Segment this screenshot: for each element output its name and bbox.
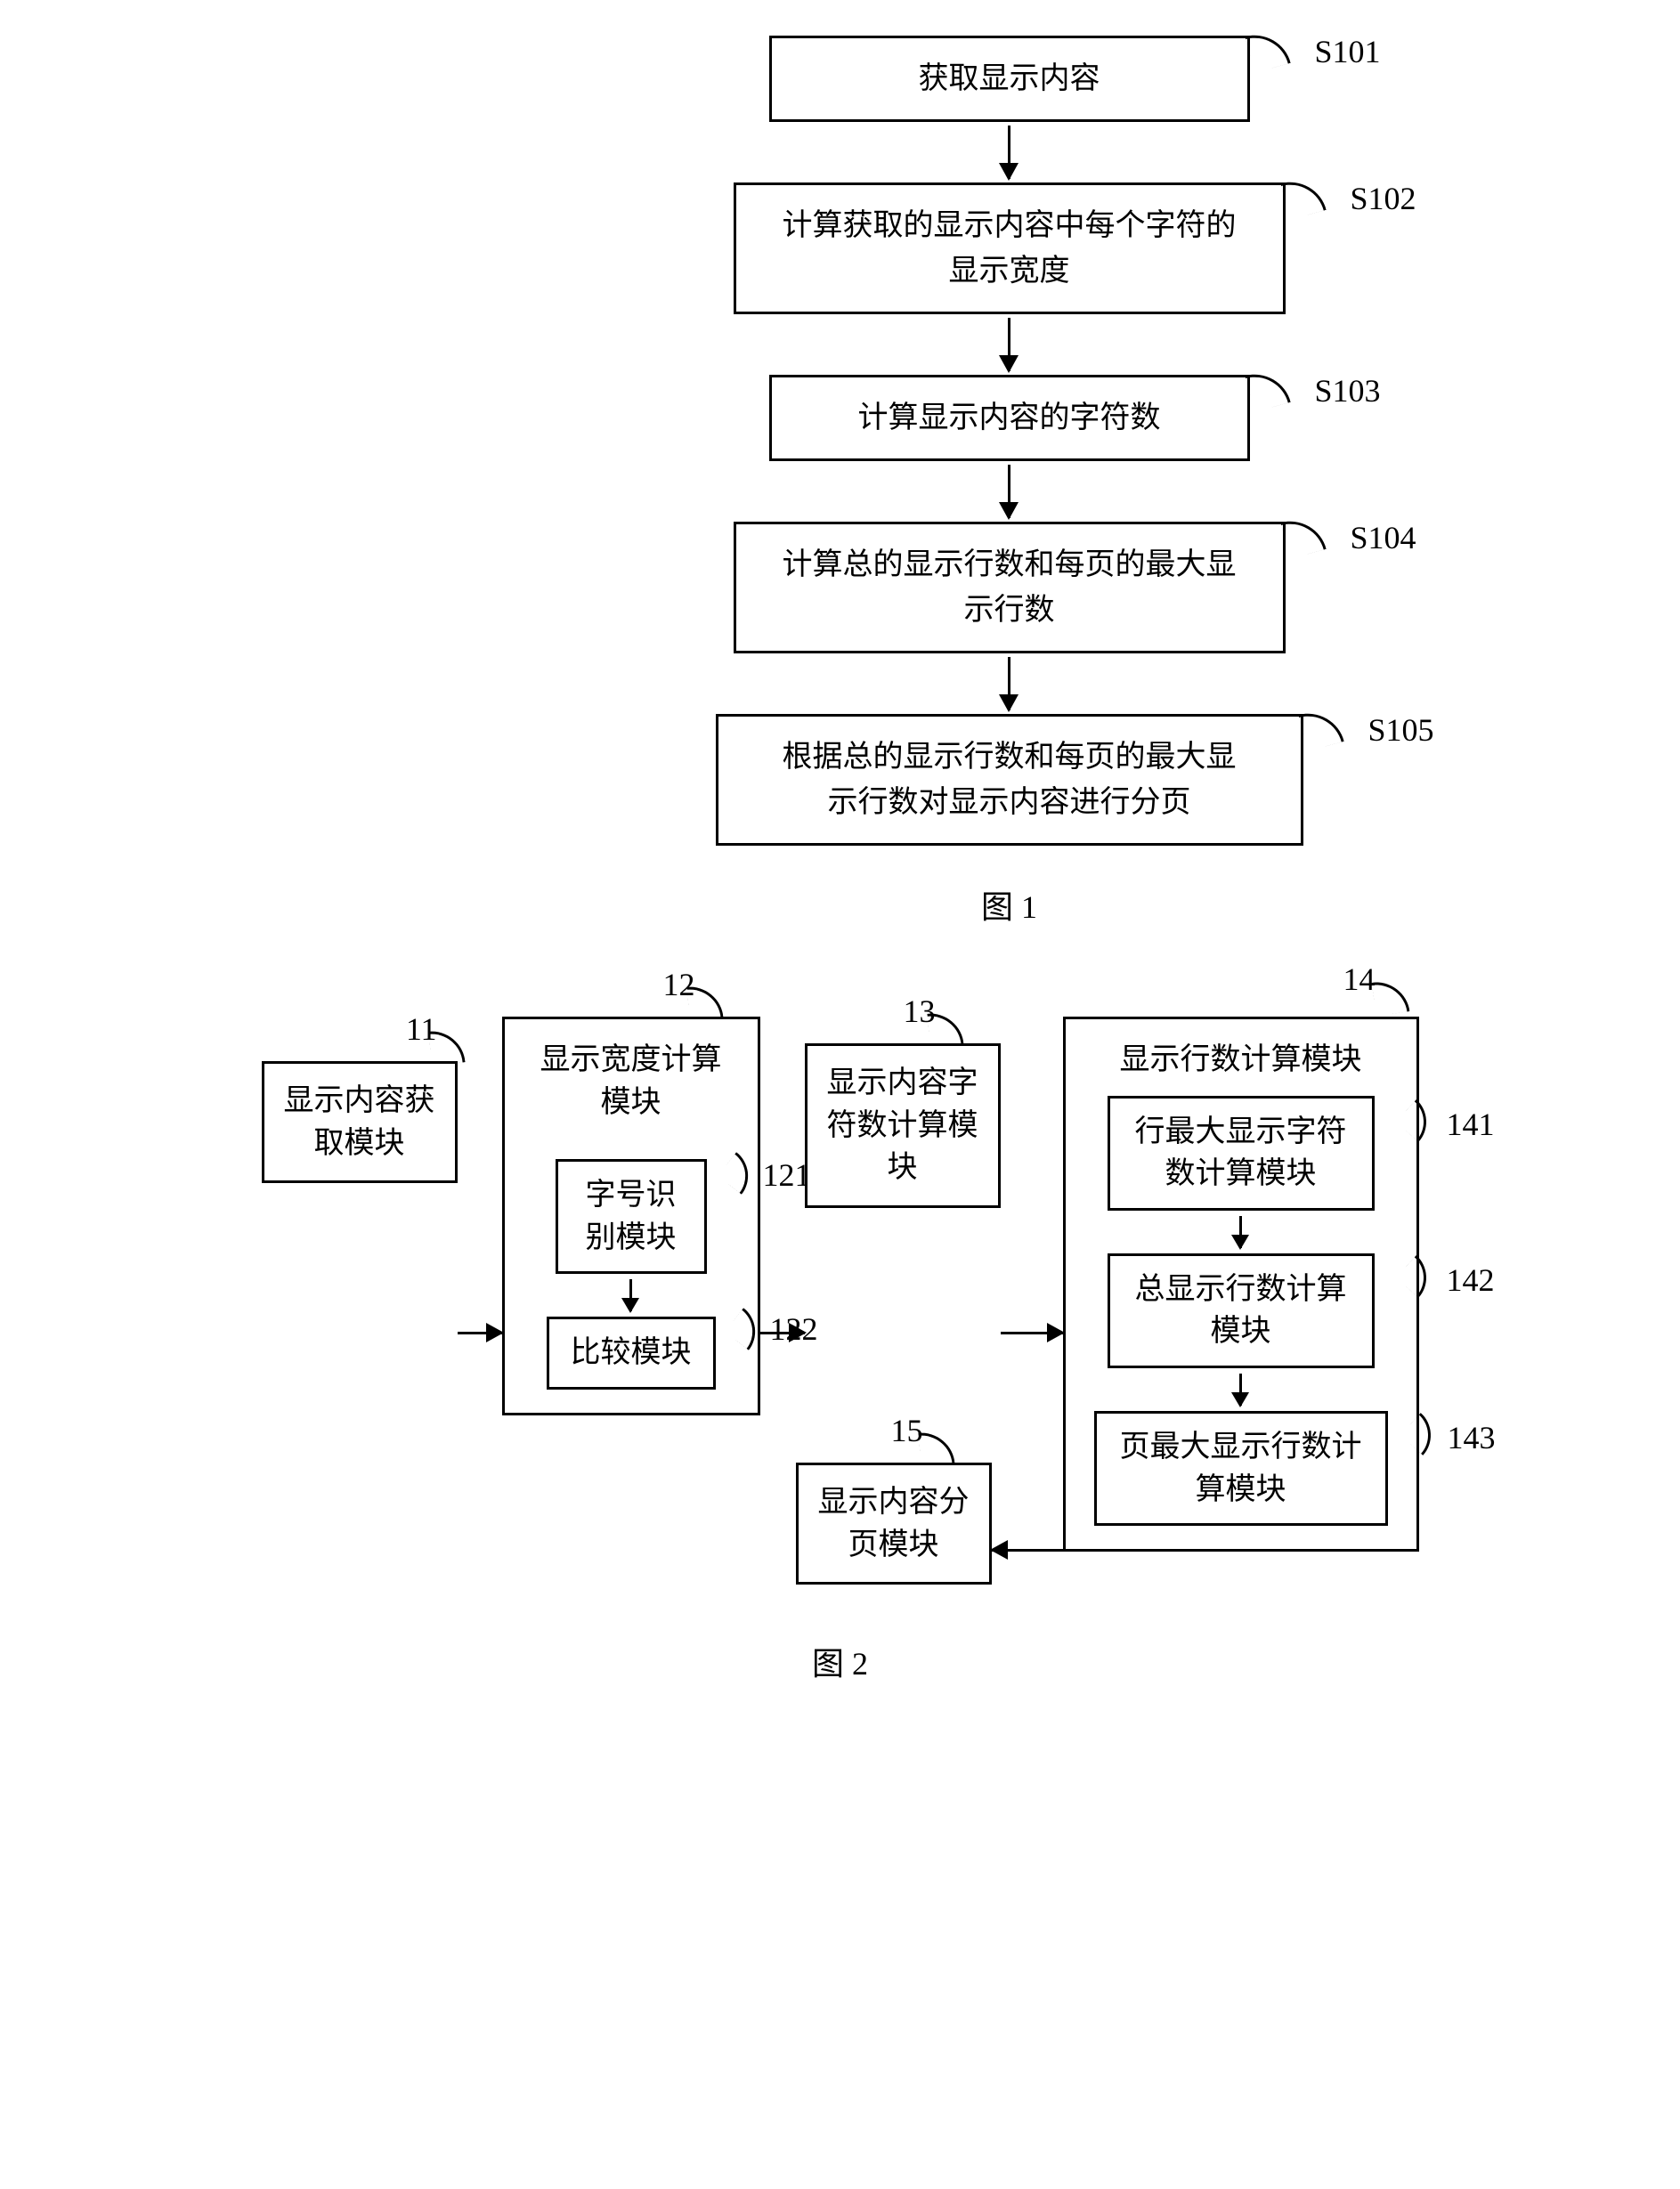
module-12: 12 显示宽度计算 模块 121 字号识 别模块 122 比较模块 bbox=[502, 1017, 760, 1415]
leader-curve bbox=[1395, 1099, 1438, 1142]
module-142: 142 总显示行数计算 模块 bbox=[1108, 1253, 1375, 1368]
arrow-down bbox=[1008, 126, 1010, 179]
module-text: 比较模块 bbox=[571, 1336, 692, 1369]
figure-1: S101 获取显示内容 S102 计算获取的显示内容中每个字符的 显示宽度 S1… bbox=[374, 36, 1644, 928]
module-label: 143 bbox=[1448, 1415, 1496, 1460]
module-label: 11 bbox=[406, 1007, 437, 1051]
module-143: 143 页最大显示行数计 算模块 bbox=[1094, 1411, 1388, 1526]
module-121: 121 字号识 别模块 bbox=[556, 1159, 707, 1274]
module-label: 12 bbox=[663, 962, 695, 1007]
arrow-right bbox=[458, 1332, 502, 1334]
figure-2-caption: 图 2 bbox=[812, 1638, 868, 1684]
module-label: 142 bbox=[1447, 1258, 1495, 1302]
module-13: 13 显示内容字 符数计算模 块 bbox=[805, 1043, 1001, 1208]
arrow-down bbox=[1008, 318, 1010, 371]
step-s104: S104 计算总的显示行数和每页的最大显 示行数 bbox=[734, 522, 1286, 653]
step-text: 计算总的显示行数和每页的最大显 示行数 bbox=[783, 548, 1237, 627]
leader-curve bbox=[725, 1309, 767, 1351]
row-module-15: 15 显示内容分 页模块 bbox=[796, 1463, 1099, 1585]
figure-1-caption: 图 1 bbox=[981, 881, 1037, 928]
leader-curve bbox=[1280, 513, 1326, 558]
module-title: 显示宽度计算 模块 bbox=[528, 1039, 734, 1123]
leader-curve bbox=[1395, 1255, 1438, 1298]
arrow-down bbox=[629, 1279, 632, 1311]
module-text: 总显示行数计算 模块 bbox=[1135, 1273, 1347, 1349]
module-text: 页最大显示行数计 算模块 bbox=[1120, 1431, 1362, 1506]
step-text: 获取显示内容 bbox=[919, 62, 1100, 95]
step-s102: S102 计算获取的显示内容中每个字符的 显示宽度 bbox=[734, 182, 1286, 314]
step-label: S104 bbox=[1350, 514, 1416, 562]
arrow-right bbox=[760, 1332, 805, 1334]
arrow-down bbox=[1008, 465, 1010, 518]
module-15: 15 显示内容分 页模块 bbox=[796, 1463, 992, 1585]
flowchart: S101 获取显示内容 S102 计算获取的显示内容中每个字符的 显示宽度 S1… bbox=[716, 36, 1303, 846]
leader-curve bbox=[1245, 366, 1290, 411]
module-141: 141 行最大显示字符 数计算模块 bbox=[1108, 1096, 1375, 1211]
leader-curve bbox=[1298, 705, 1343, 750]
leader-curve bbox=[1280, 174, 1326, 219]
module-text: 显示内容获 取模块 bbox=[284, 1084, 435, 1160]
step-text: 计算显示内容的字符数 bbox=[858, 401, 1161, 434]
arrow-left bbox=[992, 1549, 1099, 1552]
col-13: 13 显示内容字 符数计算模 块 bbox=[805, 1043, 1001, 1208]
module-text: 字号识 别模块 bbox=[586, 1179, 677, 1254]
module-title: 显示行数计算模块 bbox=[1089, 1039, 1393, 1082]
module-text: 显示内容字 符数计算模 块 bbox=[827, 1066, 978, 1184]
step-text: 计算获取的显示内容中每个字符的 显示宽度 bbox=[783, 209, 1237, 288]
step-s101: S101 获取显示内容 bbox=[769, 36, 1250, 122]
arrow-down bbox=[1239, 1374, 1242, 1406]
step-s105: S105 根据总的显示行数和每页的最大显 示行数对显示内容进行分页 bbox=[716, 714, 1303, 846]
module-label: 141 bbox=[1447, 1102, 1495, 1147]
col-11: 11 显示内容获 取模块 bbox=[262, 1061, 458, 1183]
leader-curve bbox=[1245, 27, 1290, 72]
module-label: 14 bbox=[1343, 957, 1376, 1001]
step-label: S101 bbox=[1314, 28, 1380, 76]
module-text: 行最大显示字符 数计算模块 bbox=[1135, 1115, 1347, 1191]
arrow-down bbox=[1239, 1216, 1242, 1248]
module-label: 13 bbox=[904, 989, 936, 1034]
diagram-container: S101 获取显示内容 S102 计算获取的显示内容中每个字符的 显示宽度 S1… bbox=[36, 36, 1644, 1684]
module-label: 121 bbox=[763, 1153, 811, 1197]
step-label: S103 bbox=[1314, 367, 1380, 415]
figure-2: 11 显示内容获 取模块 12 显示宽度计算 模块 121 字号识 别模块 bbox=[36, 999, 1644, 1684]
step-s103: S103 计算显示内容的字符数 bbox=[769, 375, 1250, 461]
module-text: 显示内容分 页模块 bbox=[818, 1486, 970, 1561]
module-14: 14 显示行数计算模块 141 行最大显示字符 数计算模块 142 总显示行数计… bbox=[1063, 1017, 1419, 1552]
module-11: 11 显示内容获 取模块 bbox=[262, 1061, 458, 1183]
step-text: 根据总的显示行数和每页的最大显 示行数对显示内容进行分页 bbox=[783, 741, 1237, 819]
leader-curve bbox=[1371, 978, 1409, 1017]
module-label: 15 bbox=[891, 1408, 923, 1453]
module-122: 122 比较模块 bbox=[547, 1317, 716, 1390]
arrow-down bbox=[1008, 657, 1010, 710]
leader-curve bbox=[718, 1152, 760, 1195]
step-label: S102 bbox=[1350, 174, 1416, 223]
leader-curve bbox=[1400, 1413, 1442, 1455]
step-label: S105 bbox=[1368, 706, 1433, 754]
arrow-right bbox=[1001, 1332, 1063, 1334]
